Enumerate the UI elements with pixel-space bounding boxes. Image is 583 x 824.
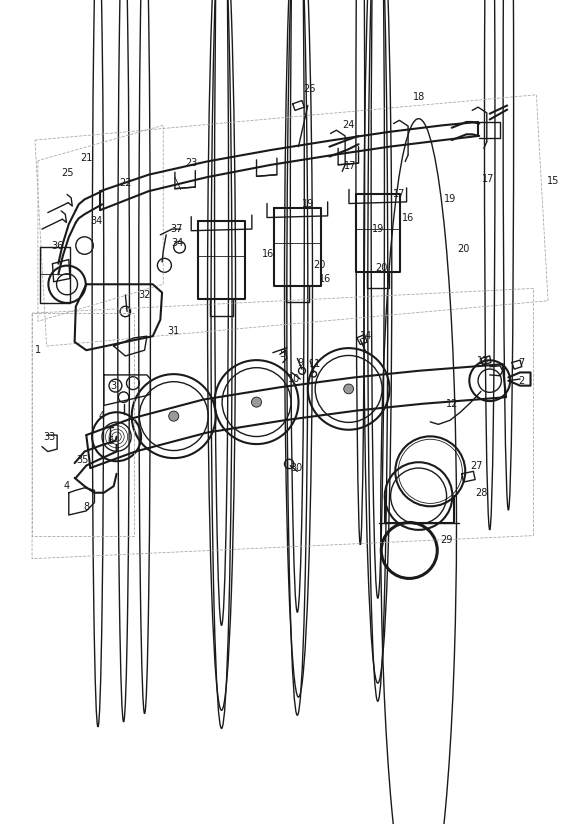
- Text: 19: 19: [371, 224, 384, 234]
- Text: 15: 15: [546, 176, 559, 186]
- Circle shape: [168, 411, 179, 421]
- Text: 7: 7: [519, 358, 525, 368]
- Text: 35: 35: [76, 455, 89, 465]
- Text: 17: 17: [482, 174, 495, 184]
- Text: 10: 10: [288, 374, 301, 384]
- Text: 5: 5: [280, 349, 286, 359]
- Text: 12: 12: [445, 399, 458, 409]
- Text: 13: 13: [476, 356, 489, 366]
- Text: 20: 20: [313, 260, 326, 270]
- Text: 26: 26: [303, 84, 315, 94]
- Text: 8: 8: [83, 502, 89, 512]
- Text: 33: 33: [43, 432, 56, 442]
- Circle shape: [344, 384, 353, 394]
- Text: 20: 20: [375, 263, 388, 273]
- Text: 16: 16: [402, 213, 415, 223]
- Text: 3: 3: [111, 381, 117, 391]
- Text: 21: 21: [80, 153, 93, 163]
- Text: 37: 37: [170, 224, 182, 234]
- Text: 20: 20: [457, 244, 470, 254]
- Text: 14: 14: [360, 331, 373, 341]
- Text: 34: 34: [90, 216, 103, 226]
- Text: 19: 19: [301, 199, 314, 209]
- Text: 34: 34: [171, 238, 184, 248]
- Text: 28: 28: [475, 488, 487, 498]
- Text: 31: 31: [167, 326, 180, 336]
- Text: 2: 2: [519, 376, 525, 386]
- Text: 16: 16: [262, 249, 275, 259]
- Text: 23: 23: [185, 158, 198, 168]
- Text: 25: 25: [61, 168, 73, 178]
- Text: 30: 30: [290, 463, 303, 473]
- Text: 9: 9: [298, 358, 304, 368]
- Text: 36: 36: [51, 241, 64, 250]
- Text: 24: 24: [342, 120, 355, 130]
- Text: 4: 4: [99, 411, 105, 421]
- Text: 1: 1: [35, 345, 41, 355]
- Text: 4: 4: [64, 481, 70, 491]
- Text: 17: 17: [343, 162, 356, 171]
- Circle shape: [251, 397, 262, 407]
- Text: 29: 29: [440, 535, 452, 545]
- Text: 22: 22: [119, 178, 132, 188]
- Text: 27: 27: [470, 461, 483, 471]
- Text: 16: 16: [319, 274, 332, 283]
- Text: 19: 19: [444, 194, 456, 204]
- Text: 32: 32: [138, 290, 151, 300]
- Text: 18: 18: [412, 92, 425, 102]
- Text: 11: 11: [308, 359, 321, 369]
- Text: 6: 6: [108, 436, 114, 446]
- Text: 17: 17: [393, 189, 406, 199]
